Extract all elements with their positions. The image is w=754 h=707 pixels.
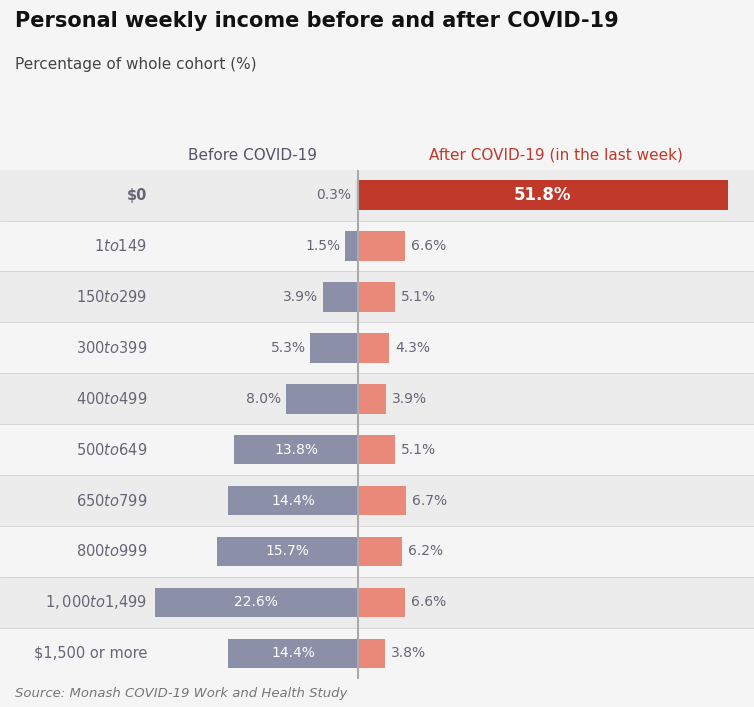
Bar <box>358 537 403 566</box>
Bar <box>0 322 754 373</box>
Bar <box>358 231 405 261</box>
Text: 3.8%: 3.8% <box>391 646 427 660</box>
Bar <box>345 231 358 261</box>
Bar <box>358 486 406 515</box>
Bar <box>228 486 358 515</box>
Text: 51.8%: 51.8% <box>514 186 572 204</box>
Bar <box>0 170 754 221</box>
Text: 6.6%: 6.6% <box>411 595 446 609</box>
Bar <box>155 588 358 617</box>
Bar <box>311 333 358 363</box>
Bar <box>358 333 389 363</box>
Bar <box>358 384 386 414</box>
Bar <box>358 435 394 464</box>
Text: Before COVID-19: Before COVID-19 <box>188 148 317 163</box>
Bar <box>286 384 358 414</box>
Text: 14.4%: 14.4% <box>271 493 315 508</box>
Bar <box>323 282 358 312</box>
Text: $1 to $149: $1 to $149 <box>94 238 147 254</box>
Bar <box>358 282 394 312</box>
Text: $0: $0 <box>127 187 147 203</box>
Text: $300 to $399: $300 to $399 <box>75 340 147 356</box>
Text: $500 to $649: $500 to $649 <box>75 442 147 457</box>
Bar <box>358 638 385 668</box>
Text: Percentage of whole cohort (%): Percentage of whole cohort (%) <box>15 57 256 71</box>
Text: $800 to $999: $800 to $999 <box>75 544 147 559</box>
Text: 4.3%: 4.3% <box>395 341 430 355</box>
Text: 3.9%: 3.9% <box>392 392 427 406</box>
Text: 1.5%: 1.5% <box>305 239 340 253</box>
Text: 22.6%: 22.6% <box>234 595 278 609</box>
Bar <box>0 475 754 526</box>
Text: 0.3%: 0.3% <box>316 188 351 202</box>
Text: 3.9%: 3.9% <box>284 290 318 304</box>
Text: Source: Monash COVID-19 Work and Health Study: Source: Monash COVID-19 Work and Health … <box>15 687 348 700</box>
Text: 5.1%: 5.1% <box>400 290 436 304</box>
Bar <box>0 628 754 679</box>
Text: $1,000 to $1,499: $1,000 to $1,499 <box>44 593 147 612</box>
Bar <box>0 526 754 577</box>
Text: 5.1%: 5.1% <box>400 443 436 457</box>
Bar <box>234 435 358 464</box>
Text: 13.8%: 13.8% <box>274 443 318 457</box>
Text: 8.0%: 8.0% <box>247 392 281 406</box>
Text: 6.7%: 6.7% <box>412 493 447 508</box>
Bar <box>216 537 358 566</box>
Text: $400 to $499: $400 to $499 <box>75 391 147 407</box>
Bar <box>355 180 358 210</box>
Bar <box>358 588 405 617</box>
Text: $650 to $799: $650 to $799 <box>75 493 147 508</box>
Bar <box>0 221 754 271</box>
Bar <box>0 577 754 628</box>
Text: After COVID-19 (in the last week): After COVID-19 (in the last week) <box>429 148 683 163</box>
Text: Personal weekly income before and after COVID-19: Personal weekly income before and after … <box>15 11 619 30</box>
Bar <box>228 638 358 668</box>
Bar <box>0 424 754 475</box>
Text: 6.2%: 6.2% <box>409 544 443 559</box>
Text: 5.3%: 5.3% <box>271 341 306 355</box>
Text: 6.6%: 6.6% <box>411 239 446 253</box>
Text: 15.7%: 15.7% <box>265 544 309 559</box>
Text: $1,500 or more: $1,500 or more <box>34 645 147 661</box>
Text: $150 to $299: $150 to $299 <box>76 289 147 305</box>
Text: 14.4%: 14.4% <box>271 646 315 660</box>
Bar <box>0 373 754 424</box>
Bar <box>0 271 754 322</box>
Bar <box>358 180 728 210</box>
